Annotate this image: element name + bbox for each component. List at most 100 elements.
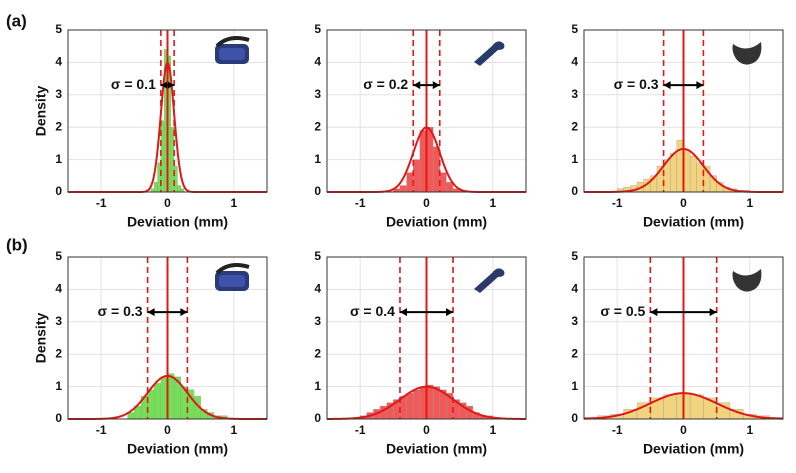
y-tick-label: 4 (571, 282, 578, 296)
axes-frame (67, 256, 268, 420)
x-tick-label: -1 (612, 423, 623, 437)
bar (173, 165, 178, 193)
x-tick-label: 1 (746, 196, 753, 210)
arrow-head (413, 81, 440, 90)
icon-part (474, 268, 505, 293)
y-tick-label: 0 (55, 411, 62, 425)
x-axis-label: Deviation (mm) (127, 214, 228, 230)
y-tick-label: 4 (314, 55, 321, 69)
axes-frame (583, 29, 784, 193)
y-tick-label: 3 (314, 87, 321, 101)
x-tick-label: -1 (96, 196, 107, 210)
x-tick-label: 0 (423, 196, 430, 210)
icon-part (474, 41, 505, 66)
bar (432, 146, 440, 193)
sigma-label: σ = 0.4 (350, 303, 395, 319)
device-icon (732, 269, 762, 292)
x-axis-label: Deviation (mm) (127, 441, 228, 457)
x-axis-label: Deviation (mm) (386, 441, 487, 457)
y-tick-label: 5 (571, 22, 578, 36)
y-tick-label: 5 (571, 249, 578, 263)
icon-part (215, 36, 250, 48)
sigma-label: σ = 0.3 (98, 303, 143, 319)
y-tick-label: 5 (55, 249, 62, 263)
y-tick-label: 1 (55, 152, 62, 166)
x-tick-label: 0 (680, 423, 687, 437)
bar (154, 383, 162, 420)
bar (446, 182, 454, 193)
y-tick-label: 0 (571, 411, 578, 425)
x-axis-label: Deviation (mm) (643, 214, 744, 230)
bar (406, 172, 414, 193)
y-tick-label: 2 (55, 119, 62, 133)
y-tick-label: 5 (314, 22, 321, 36)
y-tick-label: 3 (314, 314, 321, 328)
icon-part (732, 42, 762, 65)
x-tick-label: 0 (164, 423, 171, 437)
y-axis-label: Density (33, 313, 49, 364)
bar (154, 182, 158, 193)
icon-part (732, 269, 762, 292)
axes-frame (326, 29, 527, 193)
x-tick-label: 0 (680, 196, 687, 210)
y-tick-label: 1 (314, 152, 321, 166)
arrow-head (650, 308, 717, 317)
arrow-head (160, 81, 175, 90)
bar (439, 172, 447, 193)
axes-frame (583, 256, 784, 420)
bar (413, 159, 421, 193)
x-tick-label: 1 (489, 423, 496, 437)
x-tick-label: 1 (746, 423, 753, 437)
axes-frame (326, 256, 527, 420)
y-tick-label: 3 (55, 314, 62, 328)
y-tick-label: 5 (314, 249, 321, 263)
y-tick-label: 1 (314, 379, 321, 393)
sigma-label: σ = 0.5 (600, 303, 645, 319)
x-tick-label: -1 (96, 423, 107, 437)
y-tick-label: 0 (571, 184, 578, 198)
y-tick-label: 4 (55, 282, 62, 296)
y-tick-label: 4 (571, 55, 578, 69)
panel-label: (b) (6, 235, 28, 254)
icon-part (219, 48, 245, 60)
bar (147, 389, 155, 420)
axes-frame (67, 29, 268, 193)
y-tick-label: 0 (55, 184, 62, 198)
y-tick-label: 2 (314, 119, 321, 133)
bar (689, 156, 697, 193)
icon-part (219, 275, 245, 287)
sigma-label: σ = 0.2 (363, 76, 408, 92)
y-tick-label: 3 (55, 87, 62, 101)
x-tick-label: -1 (612, 196, 623, 210)
y-tick-label: 4 (314, 282, 321, 296)
bar (157, 162, 162, 193)
x-tick-label: -1 (355, 423, 366, 437)
device-icon (215, 263, 250, 291)
x-tick-label: 1 (230, 196, 237, 210)
x-tick-label: 1 (489, 196, 496, 210)
bar (689, 394, 704, 420)
panel-label: (a) (6, 11, 27, 30)
device-icon (474, 268, 505, 293)
y-tick-label: 2 (314, 346, 321, 360)
sigma-label: σ = 0.3 (614, 76, 659, 92)
device-icon (215, 36, 250, 64)
x-tick-label: 1 (230, 423, 237, 437)
x-tick-label: -1 (355, 196, 366, 210)
icon-part (215, 263, 250, 275)
x-axis-label: Deviation (mm) (643, 441, 744, 457)
bar (413, 389, 421, 420)
y-tick-label: 1 (571, 152, 578, 166)
x-axis-label: Deviation (mm) (386, 214, 487, 230)
y-tick-label: 2 (571, 119, 578, 133)
y-tick-label: 0 (314, 184, 321, 198)
y-tick-label: 1 (571, 379, 578, 393)
bar (406, 392, 414, 420)
bar (663, 394, 678, 420)
y-tick-label: 5 (55, 22, 62, 36)
device-icon (474, 41, 505, 66)
y-axis-label: Density (33, 86, 49, 137)
y-tick-label: 2 (571, 346, 578, 360)
